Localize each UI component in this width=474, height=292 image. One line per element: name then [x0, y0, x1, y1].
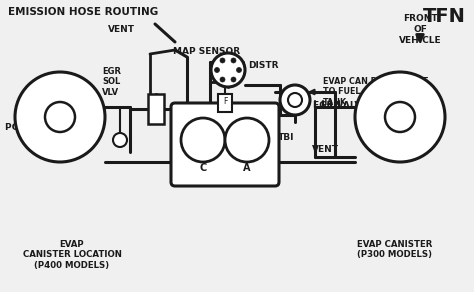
Circle shape — [15, 72, 105, 162]
Circle shape — [231, 77, 236, 82]
Circle shape — [355, 72, 445, 162]
Text: VENT: VENT — [108, 25, 135, 34]
Circle shape — [220, 58, 225, 63]
Circle shape — [215, 67, 219, 72]
Text: TFN: TFN — [423, 7, 466, 26]
Text: F: F — [223, 98, 227, 107]
FancyBboxPatch shape — [171, 103, 279, 186]
Circle shape — [113, 133, 127, 147]
Text: PCV VALVE: PCV VALVE — [5, 123, 59, 131]
Text: C: C — [200, 163, 207, 173]
Circle shape — [181, 118, 225, 162]
Text: EMISSION HOSE ROUTING: EMISSION HOSE ROUTING — [8, 7, 158, 17]
Bar — [148, 94, 164, 124]
Circle shape — [225, 118, 269, 162]
Circle shape — [385, 102, 415, 132]
Text: EVAP CANISTER
(P300 MODELS): EVAP CANISTER (P300 MODELS) — [357, 240, 433, 259]
Text: EVAP
CANISTER LOCATION
(P400 MODELS): EVAP CANISTER LOCATION (P400 MODELS) — [23, 240, 121, 270]
Text: EGR
SOL
VLV: EGR SOL VLV — [102, 67, 121, 97]
Text: TBI: TBI — [278, 133, 294, 142]
Circle shape — [231, 58, 236, 63]
Bar — [218, 94, 232, 112]
Text: MAP SENSOR: MAP SENSOR — [173, 48, 240, 56]
Text: A: A — [243, 163, 251, 173]
Circle shape — [280, 85, 310, 115]
Text: EGR VALVE: EGR VALVE — [313, 100, 367, 110]
Circle shape — [237, 67, 241, 72]
Text: FRONT
OF
VEHICLE: FRONT OF VEHICLE — [399, 14, 441, 45]
Circle shape — [288, 93, 302, 107]
Circle shape — [220, 77, 225, 82]
Circle shape — [211, 53, 245, 87]
Text: VENT: VENT — [312, 145, 339, 154]
Text: DISTR: DISTR — [248, 60, 279, 69]
Circle shape — [45, 102, 75, 132]
Text: EVAP CAN PURGE HOSE
TO FUEL
TANK: EVAP CAN PURGE HOSE TO FUEL TANK — [323, 77, 428, 107]
